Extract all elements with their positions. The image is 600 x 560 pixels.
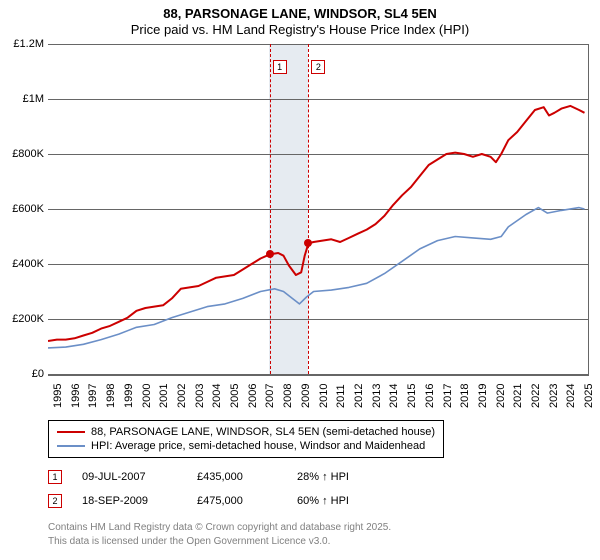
x-axis-label: 2022 xyxy=(530,384,542,408)
x-axis-label: 2024 xyxy=(565,384,577,408)
x-axis-label: 2003 xyxy=(194,384,206,408)
x-axis-label: 2000 xyxy=(141,384,153,408)
x-axis-label: 2004 xyxy=(211,384,223,408)
y-axis-label: £600K xyxy=(0,203,44,215)
x-axis-label: 2015 xyxy=(406,384,418,408)
footer-line2: This data is licensed under the Open Gov… xyxy=(48,536,330,547)
x-axis-label: 2021 xyxy=(512,384,524,408)
x-axis-label: 2006 xyxy=(247,384,259,408)
series-property xyxy=(48,106,585,341)
x-axis-label: 2005 xyxy=(229,384,241,408)
x-axis-label: 2023 xyxy=(548,384,560,408)
sale-row: 2 18-SEP-2009 £475,000 60% ↑ HPI xyxy=(48,494,349,508)
x-axis-label: 2018 xyxy=(459,384,471,408)
sale-number-square: 2 xyxy=(311,60,325,74)
sale-date: 18-SEP-2009 xyxy=(82,495,197,507)
x-axis-label: 2008 xyxy=(282,384,294,408)
sale-date: 09-JUL-2007 xyxy=(82,471,197,483)
x-axis-label: 2001 xyxy=(158,384,170,408)
x-axis-label: 1995 xyxy=(52,384,64,408)
sale-dot xyxy=(304,239,312,247)
sale-marker-2: 2 xyxy=(48,494,62,508)
x-axis-label: 2002 xyxy=(176,384,188,408)
legend-swatch-hpi xyxy=(57,445,85,447)
y-axis-label: £0 xyxy=(0,368,44,380)
x-axis-label: 2017 xyxy=(442,384,454,408)
series-hpi xyxy=(48,208,585,348)
sale-delta: 60% ↑ HPI xyxy=(297,495,349,507)
line-layer xyxy=(48,44,588,374)
x-axis-label: 2007 xyxy=(264,384,276,408)
legend-swatch-property xyxy=(57,431,85,433)
x-axis-label: 2013 xyxy=(371,384,383,408)
y-axis-label: £200K xyxy=(0,313,44,325)
y-axis-label: £400K xyxy=(0,258,44,270)
sale-marker-1: 1 xyxy=(48,470,62,484)
x-axis-label: 2014 xyxy=(388,384,400,408)
title-subtitle: Price paid vs. HM Land Registry's House … xyxy=(0,22,600,37)
sale-number-square: 1 xyxy=(273,60,287,74)
x-axis-label: 1998 xyxy=(105,384,117,408)
x-axis-label: 2020 xyxy=(495,384,507,408)
sale-dot xyxy=(266,250,274,258)
sale-delta: 28% ↑ HPI xyxy=(297,471,349,483)
legend: 88, PARSONAGE LANE, WINDSOR, SL4 5EN (se… xyxy=(48,420,444,458)
chart-container: 88, PARSONAGE LANE, WINDSOR, SL4 5EN Pri… xyxy=(0,0,600,560)
y-axis-label: £1M xyxy=(0,93,44,105)
title-address: 88, PARSONAGE LANE, WINDSOR, SL4 5EN xyxy=(0,6,600,21)
legend-label-hpi: HPI: Average price, semi-detached house,… xyxy=(91,440,425,452)
x-axis-label: 2010 xyxy=(318,384,330,408)
x-axis-label: 2019 xyxy=(477,384,489,408)
legend-row-hpi: HPI: Average price, semi-detached house,… xyxy=(57,439,435,453)
y-axis-label: £800K xyxy=(0,148,44,160)
footer-line1: Contains HM Land Registry data © Crown c… xyxy=(48,522,391,533)
x-axis-label: 1996 xyxy=(70,384,82,408)
y-axis-label: £1.2M xyxy=(0,38,44,50)
x-axis-label: 2025 xyxy=(583,384,595,408)
x-axis-label: 1997 xyxy=(87,384,99,408)
x-axis-label: 2009 xyxy=(300,384,312,408)
sale-row: 1 09-JUL-2007 £435,000 28% ↑ HPI xyxy=(48,470,349,484)
sale-price: £435,000 xyxy=(197,471,297,483)
gridline xyxy=(48,374,588,375)
title-block: 88, PARSONAGE LANE, WINDSOR, SL4 5EN Pri… xyxy=(0,0,600,37)
x-axis-label: 1999 xyxy=(123,384,135,408)
x-axis-label: 2012 xyxy=(353,384,365,408)
sale-price: £475,000 xyxy=(197,495,297,507)
legend-row-property: 88, PARSONAGE LANE, WINDSOR, SL4 5EN (se… xyxy=(57,425,435,439)
x-axis-label: 2011 xyxy=(335,384,347,408)
legend-label-property: 88, PARSONAGE LANE, WINDSOR, SL4 5EN (se… xyxy=(91,426,435,438)
x-axis-label: 2016 xyxy=(424,384,436,408)
